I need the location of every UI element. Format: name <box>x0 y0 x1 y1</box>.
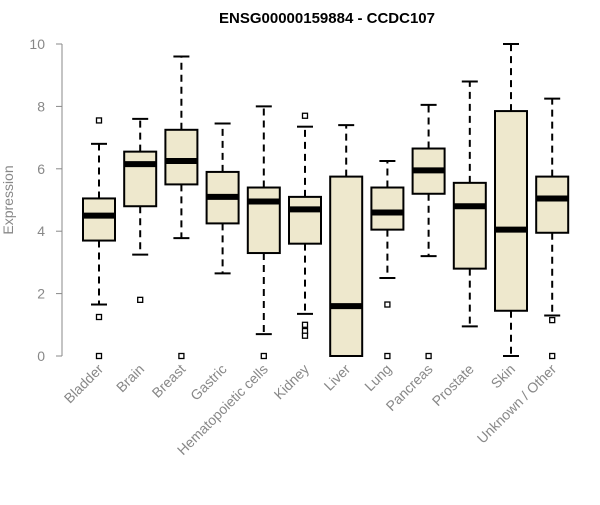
outlier-point <box>384 352 391 360</box>
chart-title: ENSG00000159884 - CCDC107 <box>219 10 435 27</box>
outlier-point <box>301 321 309 328</box>
box-gastric <box>205 122 240 275</box>
outlier-point <box>95 117 103 124</box>
iqr-box <box>246 186 281 255</box>
iqr-box <box>288 195 322 245</box>
box-kidney <box>288 112 322 339</box>
outlier-point <box>301 112 309 119</box>
box-pancreas <box>411 103 446 360</box>
outlier-point <box>95 352 103 360</box>
y-tick-label: 4 <box>37 223 45 239</box>
box-lung <box>370 160 405 360</box>
y-axis-label: Expression <box>0 165 16 234</box>
x-tick-label: Prostate <box>429 361 477 409</box>
y-tick-label: 2 <box>37 286 45 302</box>
y-tick-label: 0 <box>37 348 45 364</box>
x-tick-label: Skin <box>488 361 519 392</box>
outlier-point <box>178 352 185 360</box>
y-tick-label: 8 <box>37 98 45 114</box>
y-axis: 0 2 4 6 8 10 <box>29 36 63 364</box>
iqr-box <box>370 186 405 231</box>
y-tick-label: 10 <box>29 36 45 52</box>
outlier-point <box>425 352 432 360</box>
iqr-box <box>494 110 528 312</box>
outlier-point <box>301 332 309 339</box>
boxes <box>82 43 570 360</box>
x-tick-label: Lung <box>361 361 394 394</box>
box-unknown-other <box>535 97 570 360</box>
x-tick-label: Kidney <box>271 361 313 403</box>
y-tick-label: 6 <box>37 161 45 177</box>
outlier-point <box>549 352 556 360</box>
iqr-box <box>82 197 116 242</box>
x-tick-label: Breast <box>149 361 189 401</box>
box-liver <box>329 124 364 357</box>
iqr-box <box>329 175 364 357</box>
outlier-point <box>260 352 267 360</box>
iqr-box <box>123 150 158 208</box>
box-skin <box>494 43 528 357</box>
box-brain <box>123 117 158 303</box>
box-bladder <box>82 117 116 360</box>
iqr-box <box>535 175 570 234</box>
outlier-point <box>137 296 144 303</box>
box-prostate <box>452 80 487 328</box>
x-tick-label: Liver <box>321 361 354 394</box>
x-tick-label: Bladder <box>61 361 107 407</box>
outlier-point <box>384 301 391 308</box>
outlier-point <box>95 313 103 321</box>
iqr-box <box>452 181 487 270</box>
box-hematopoietic-cells <box>246 105 281 360</box>
x-tick-label: Brain <box>113 361 147 395</box>
outlier-point <box>549 316 556 324</box>
box-breast <box>164 55 199 360</box>
iqr-box <box>164 128 199 186</box>
